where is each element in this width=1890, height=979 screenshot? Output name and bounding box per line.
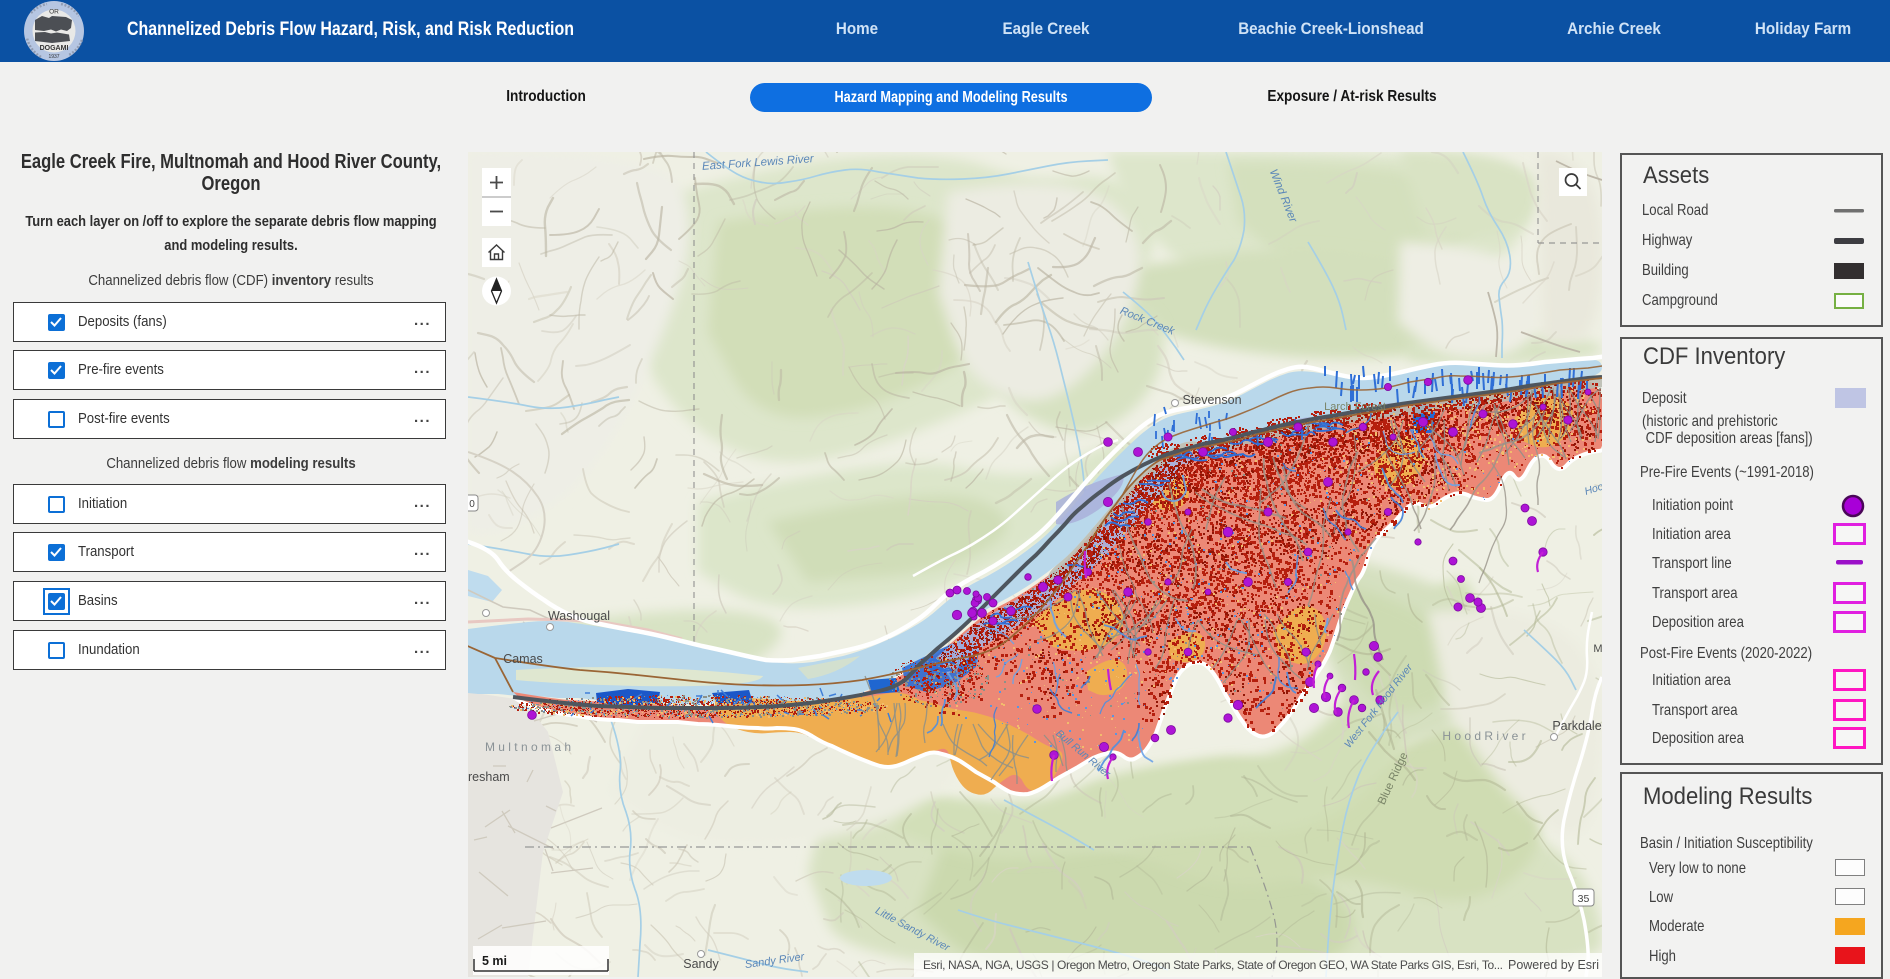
- svg-text:Hoo: Hoo: [1583, 480, 1602, 497]
- svg-text:M u l t n o m a h: M u l t n o m a h: [485, 740, 571, 754]
- svg-text:resham: resham: [468, 770, 510, 784]
- svg-text:M: M: [1593, 643, 1602, 655]
- svg-text:Washougal: Washougal: [548, 609, 610, 623]
- svg-text:DOGAMI: DOGAMI: [40, 45, 69, 52]
- svg-text:1937: 1937: [48, 54, 59, 60]
- svg-text:5 mi: 5 mi: [482, 954, 507, 968]
- svg-text:H o o d R i v e r: H o o d R i v e r: [1442, 729, 1525, 743]
- svg-text:OR: OR: [49, 9, 59, 16]
- svg-text:Powered by Esri: Powered by Esri: [1508, 958, 1599, 972]
- svg-text:Esri, NASA, NGA, USGS | Oregon: Esri, NASA, NGA, USGS | Oregon Metro, Or…: [923, 958, 1503, 972]
- svg-text:Stevenson: Stevenson: [1182, 393, 1241, 407]
- svg-text:Camas: Camas: [503, 652, 543, 666]
- svg-text:Parkdale: Parkdale: [1552, 719, 1601, 733]
- svg-text:0: 0: [469, 499, 475, 510]
- svg-text:35: 35: [1578, 893, 1590, 905]
- svg-text:Sandy: Sandy: [683, 957, 719, 971]
- svg-text:Larch Forest: Larch Forest: [1324, 401, 1386, 413]
